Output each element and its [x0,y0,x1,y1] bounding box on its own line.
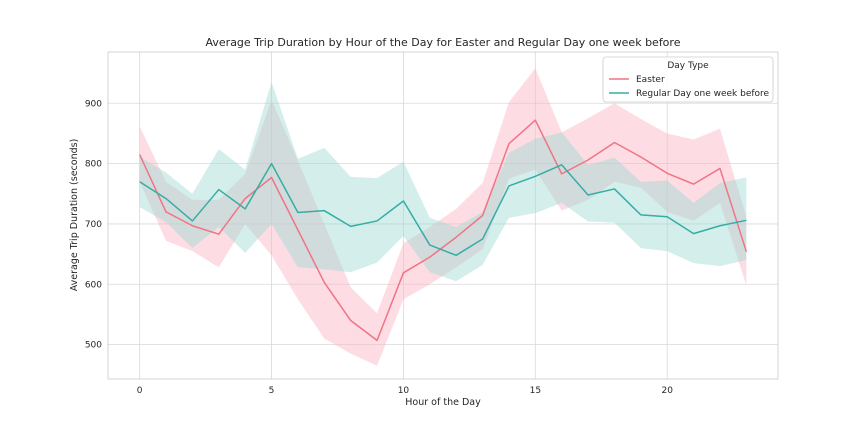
x-tick-label: 5 [269,386,275,396]
x-tick-label: 10 [398,386,410,396]
y-tick-labels: 500 600 700 800 900 [85,99,102,350]
y-tick-label: 800 [85,160,102,170]
gridlines [108,52,778,379]
plot-background [108,52,778,379]
x-tick-labels: 0 5 10 15 20 [137,386,673,396]
series-line-easter [138,119,748,342]
legend-title: Day Type [667,61,709,71]
x-tick-label: 20 [661,386,673,396]
confidence-band-regular-day [139,82,747,282]
series-lines [138,119,748,342]
series-line-regular-day [139,162,747,257]
chart-title: Average Trip Duration by Hour of the Day… [206,36,681,49]
confidence-bands [139,68,747,366]
x-axis-label: Hour of the Day [405,397,481,408]
y-axis-label: Average Trip Duration (seconds) [69,139,80,292]
legend-label-easter: Easter [636,75,665,85]
legend-label-regular-day: Regular Day one week before [636,89,770,99]
y-tick-label: 700 [85,220,102,230]
legend-box [602,56,774,103]
confidence-band-easter [139,68,747,366]
y-tick-label: 500 [85,341,102,351]
legend: Day Type Easter Regular Day one week bef… [602,56,774,103]
y-tick-label: 600 [85,280,102,290]
y-tick-label: 900 [85,99,102,109]
x-tick-label: 15 [530,386,541,396]
plot-frame [107,51,779,380]
x-tick-label: 0 [137,386,143,396]
